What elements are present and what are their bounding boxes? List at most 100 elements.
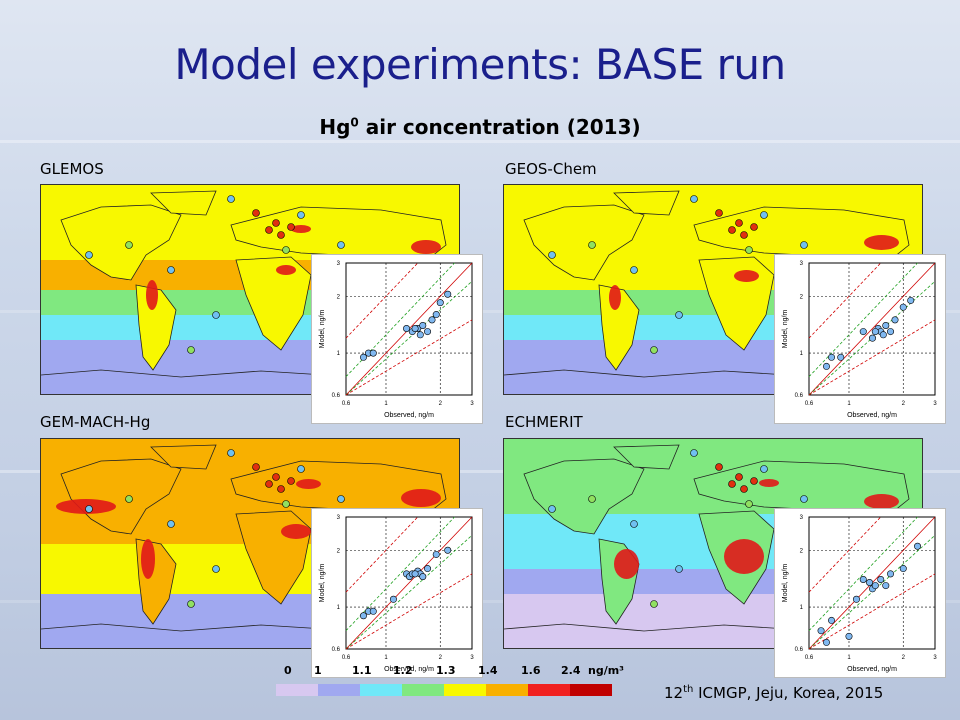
scatter-plot: 0.60.6 1 1 2 2 3 3 Observed, ng/m Model, ng/m xyxy=(319,261,474,419)
slide-title: Model experiments: BASE run xyxy=(174,40,786,89)
observation-site xyxy=(282,500,290,508)
high-concentration-area xyxy=(759,479,779,487)
legend-label: 1.1 xyxy=(352,664,372,677)
observation-site xyxy=(297,465,305,473)
factor-0.8-line xyxy=(345,281,473,396)
x-tick-label: 3 xyxy=(470,401,474,407)
data-point xyxy=(369,607,377,615)
one-to-one-line xyxy=(345,516,473,650)
data-point xyxy=(899,303,907,311)
continent-outline xyxy=(613,190,680,216)
observation-site xyxy=(227,449,235,457)
observation-site xyxy=(800,241,808,249)
factor-1.25-line xyxy=(808,262,918,377)
y-tick-label: 3 xyxy=(337,261,341,267)
scatter-inset-glemos: 0.6 0.6 1 1 2 2 3 3 Observed, ng/m Model, ng/m xyxy=(311,254,483,424)
observation-site xyxy=(282,246,290,254)
observation-site xyxy=(735,473,743,481)
legend-swatch xyxy=(444,684,486,696)
y-tick-label: 1 xyxy=(800,605,804,611)
data-point xyxy=(845,632,853,640)
continent-outline xyxy=(150,190,217,216)
y-tick-label: 2 xyxy=(800,294,804,300)
data-point xyxy=(882,582,890,590)
data-point xyxy=(444,290,452,298)
observation-site xyxy=(212,311,220,319)
y-tick-label: 2 xyxy=(337,294,341,300)
y-tick-label: 0.6 xyxy=(332,393,341,399)
observation-site xyxy=(715,463,723,471)
panel-label-gem-mach-hg: GEM-MACH-Hg xyxy=(40,413,151,431)
observation-site xyxy=(750,223,758,231)
data-point xyxy=(403,324,411,332)
y-tick-label: 1 xyxy=(800,351,804,357)
legend-swatch xyxy=(570,684,612,696)
factor-0.5-line xyxy=(808,573,936,650)
observation-site xyxy=(690,449,698,457)
observation-site xyxy=(125,495,133,503)
observation-site xyxy=(745,500,753,508)
data-point xyxy=(411,324,419,332)
observation-site xyxy=(297,211,305,219)
observation-site xyxy=(715,209,723,217)
data-point xyxy=(837,353,845,361)
continent-outline xyxy=(60,204,182,281)
observation-site xyxy=(272,219,280,227)
data-point xyxy=(907,296,915,304)
data-point xyxy=(852,595,860,603)
x-tick-label: 1 xyxy=(384,401,388,407)
factor-1.25-line xyxy=(808,516,918,631)
x-axis-label: Observed, ng/m xyxy=(384,412,434,419)
factor-1.25-line xyxy=(345,516,455,631)
scatter-plot: 0.60.6 1 1 2 2 3 3 Observed, ng/m Model, ng/m xyxy=(782,261,937,419)
y-axis-label: Model, ng/m xyxy=(319,310,326,349)
y-tick-label: 0.6 xyxy=(795,393,804,399)
observation-site xyxy=(675,565,683,573)
observation-site xyxy=(740,485,748,493)
high-concentration-area xyxy=(401,489,441,507)
high-concentration-area xyxy=(614,549,639,579)
observation-site xyxy=(675,311,683,319)
data-point xyxy=(419,322,427,330)
high-concentration-area xyxy=(734,270,759,282)
data-point xyxy=(859,328,867,336)
data-point xyxy=(891,316,899,324)
legend-swatch xyxy=(276,684,318,696)
factor-0.5-line xyxy=(345,573,473,650)
observation-site xyxy=(690,195,698,203)
data-point xyxy=(914,542,922,550)
observation-site xyxy=(252,209,260,217)
high-concentration-area xyxy=(724,539,764,574)
observation-site xyxy=(187,600,195,608)
factor-0.5-line xyxy=(808,319,936,396)
scatter-inset-geos-chem: 0.6 0.6 1 1 2 2 3 3 Observed, ng/m Model, ng/m xyxy=(774,254,946,424)
observation-site xyxy=(227,195,235,203)
observation-site xyxy=(85,505,93,513)
y-tick-label: 1 xyxy=(337,605,341,611)
data-point xyxy=(359,612,367,620)
legend-swatch xyxy=(360,684,402,696)
legend-label: 1.2 xyxy=(393,664,413,677)
high-concentration-area xyxy=(146,280,158,310)
x-tick-label: 0.6 xyxy=(805,401,814,407)
high-concentration-area xyxy=(276,265,296,275)
legend-label: 1.4 xyxy=(478,664,498,677)
continent-outline xyxy=(613,444,680,470)
observation-site xyxy=(548,251,556,259)
factor-2-line xyxy=(345,262,419,339)
x-tick-label: 0.6 xyxy=(805,655,814,661)
data-point xyxy=(828,353,836,361)
observation-site xyxy=(735,219,743,227)
data-point xyxy=(444,546,452,554)
panel-label-geos-chem: GEOS-Chem xyxy=(505,160,597,178)
legend-label: 1.3 xyxy=(436,664,456,677)
observation-site xyxy=(728,226,736,234)
data-point xyxy=(359,353,367,361)
continent-outline xyxy=(235,256,312,351)
observation-site xyxy=(265,480,273,488)
factor-2-line xyxy=(808,262,882,339)
continent-outline xyxy=(523,458,645,535)
continent-outline xyxy=(598,284,640,371)
observation-site xyxy=(167,520,175,528)
y-tick-label: 1 xyxy=(337,351,341,357)
